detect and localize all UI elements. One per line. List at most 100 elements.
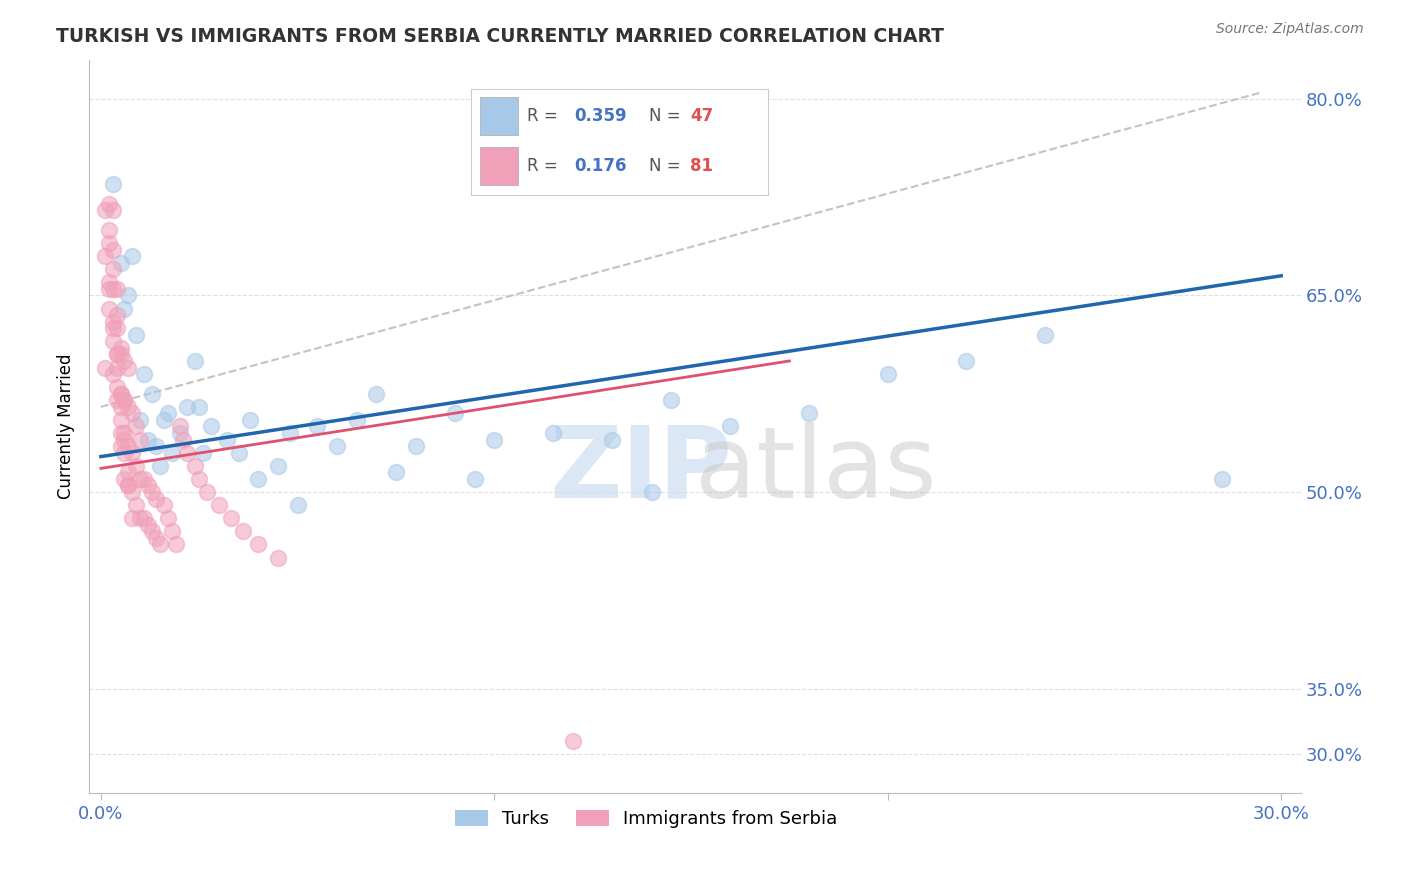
Point (125, 327, 148, 342)
Point (149, 458, 172, 473)
Point (105, 360, 128, 375)
Point (110, 347, 132, 361)
Point (145, 491, 167, 506)
Point (117, 478, 139, 492)
Legend: Turks, Immigrants from Serbia: Turks, Immigrants from Serbia (449, 803, 845, 836)
Point (307, 419, 329, 434)
Point (117, 439, 139, 453)
Point (287, 498, 309, 512)
Point (136, 478, 159, 492)
Point (149, 537, 172, 551)
Point (219, 511, 242, 525)
Point (121, 249, 143, 263)
Point (156, 511, 179, 525)
Point (188, 472, 211, 486)
Point (110, 439, 132, 453)
Point (110, 386, 132, 401)
Point (718, 419, 741, 434)
Point (110, 341, 132, 355)
Point (641, 485, 664, 500)
Point (173, 433, 195, 447)
Point (129, 511, 152, 525)
Point (231, 524, 253, 539)
Point (602, 433, 624, 447)
Text: Source: ZipAtlas.com: Source: ZipAtlas.com (1216, 22, 1364, 37)
Point (228, 445, 250, 459)
Point (101, 367, 124, 381)
Point (208, 498, 231, 512)
Point (101, 315, 124, 329)
Point (195, 485, 218, 500)
Point (97, 282, 120, 296)
Point (105, 347, 128, 361)
Point (121, 406, 143, 420)
Point (121, 445, 143, 459)
Point (125, 458, 148, 473)
Point (169, 419, 191, 434)
Point (114, 393, 136, 408)
Point (366, 386, 388, 401)
Point (464, 472, 486, 486)
Point (145, 531, 167, 545)
Point (117, 288, 139, 302)
Point (110, 255, 132, 269)
Point (134, 367, 156, 381)
Point (326, 439, 349, 453)
Point (121, 485, 143, 500)
Point (105, 393, 128, 408)
Point (117, 400, 139, 414)
Point (184, 354, 207, 368)
Point (101, 334, 124, 349)
Point (405, 439, 427, 453)
Y-axis label: Currently Married: Currently Married (58, 354, 75, 500)
Point (165, 537, 187, 551)
Point (797, 406, 820, 420)
Point (121, 511, 143, 525)
Point (105, 347, 128, 361)
Point (562, 734, 585, 748)
Point (114, 393, 136, 408)
Point (193, 445, 215, 459)
Point (141, 386, 163, 401)
Point (239, 413, 262, 427)
Point (110, 386, 132, 401)
Point (114, 472, 136, 486)
Point (444, 406, 467, 420)
Point (114, 425, 136, 440)
Point (97, 196, 120, 211)
Point (156, 406, 179, 420)
Point (153, 498, 176, 512)
Point (176, 400, 198, 414)
Text: atlas: atlas (696, 422, 936, 519)
Point (153, 413, 176, 427)
Point (97, 276, 120, 290)
Point (247, 537, 270, 551)
Point (346, 413, 368, 427)
Point (97, 301, 120, 316)
Point (97, 235, 120, 250)
Point (134, 511, 156, 525)
Point (176, 445, 198, 459)
Point (105, 282, 128, 296)
Point (1211, 472, 1233, 486)
Point (184, 458, 207, 473)
Point (160, 445, 183, 459)
Point (101, 321, 124, 335)
Point (215, 433, 238, 447)
Point (247, 472, 270, 486)
Point (1033, 327, 1056, 342)
Point (94, 249, 117, 263)
Point (129, 472, 152, 486)
Point (101, 282, 124, 296)
Point (94, 360, 117, 375)
Point (141, 524, 163, 539)
Point (661, 393, 683, 408)
Point (117, 360, 139, 375)
Point (125, 419, 148, 434)
Point (117, 478, 139, 492)
Point (101, 203, 124, 218)
Point (97, 223, 120, 237)
Point (134, 472, 156, 486)
Point (385, 466, 408, 480)
Point (267, 458, 290, 473)
